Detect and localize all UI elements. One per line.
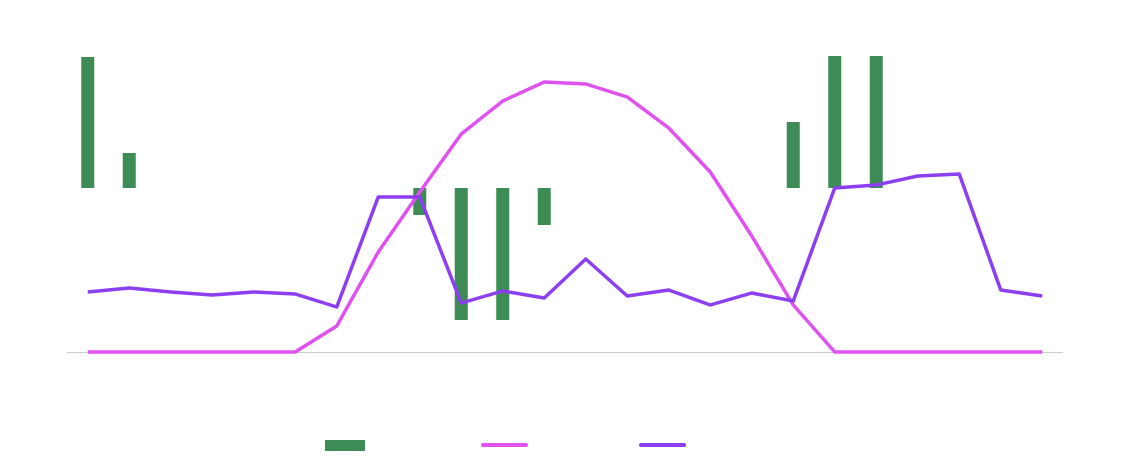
bar xyxy=(122,153,136,188)
bar xyxy=(496,188,510,320)
bar xyxy=(828,56,842,188)
bar xyxy=(537,188,551,225)
legend-swatch xyxy=(325,440,365,451)
bar xyxy=(786,122,800,188)
bar xyxy=(869,56,883,188)
bar xyxy=(454,188,468,320)
bar xyxy=(81,57,95,188)
line xyxy=(87,80,1043,354)
line xyxy=(87,172,1043,309)
